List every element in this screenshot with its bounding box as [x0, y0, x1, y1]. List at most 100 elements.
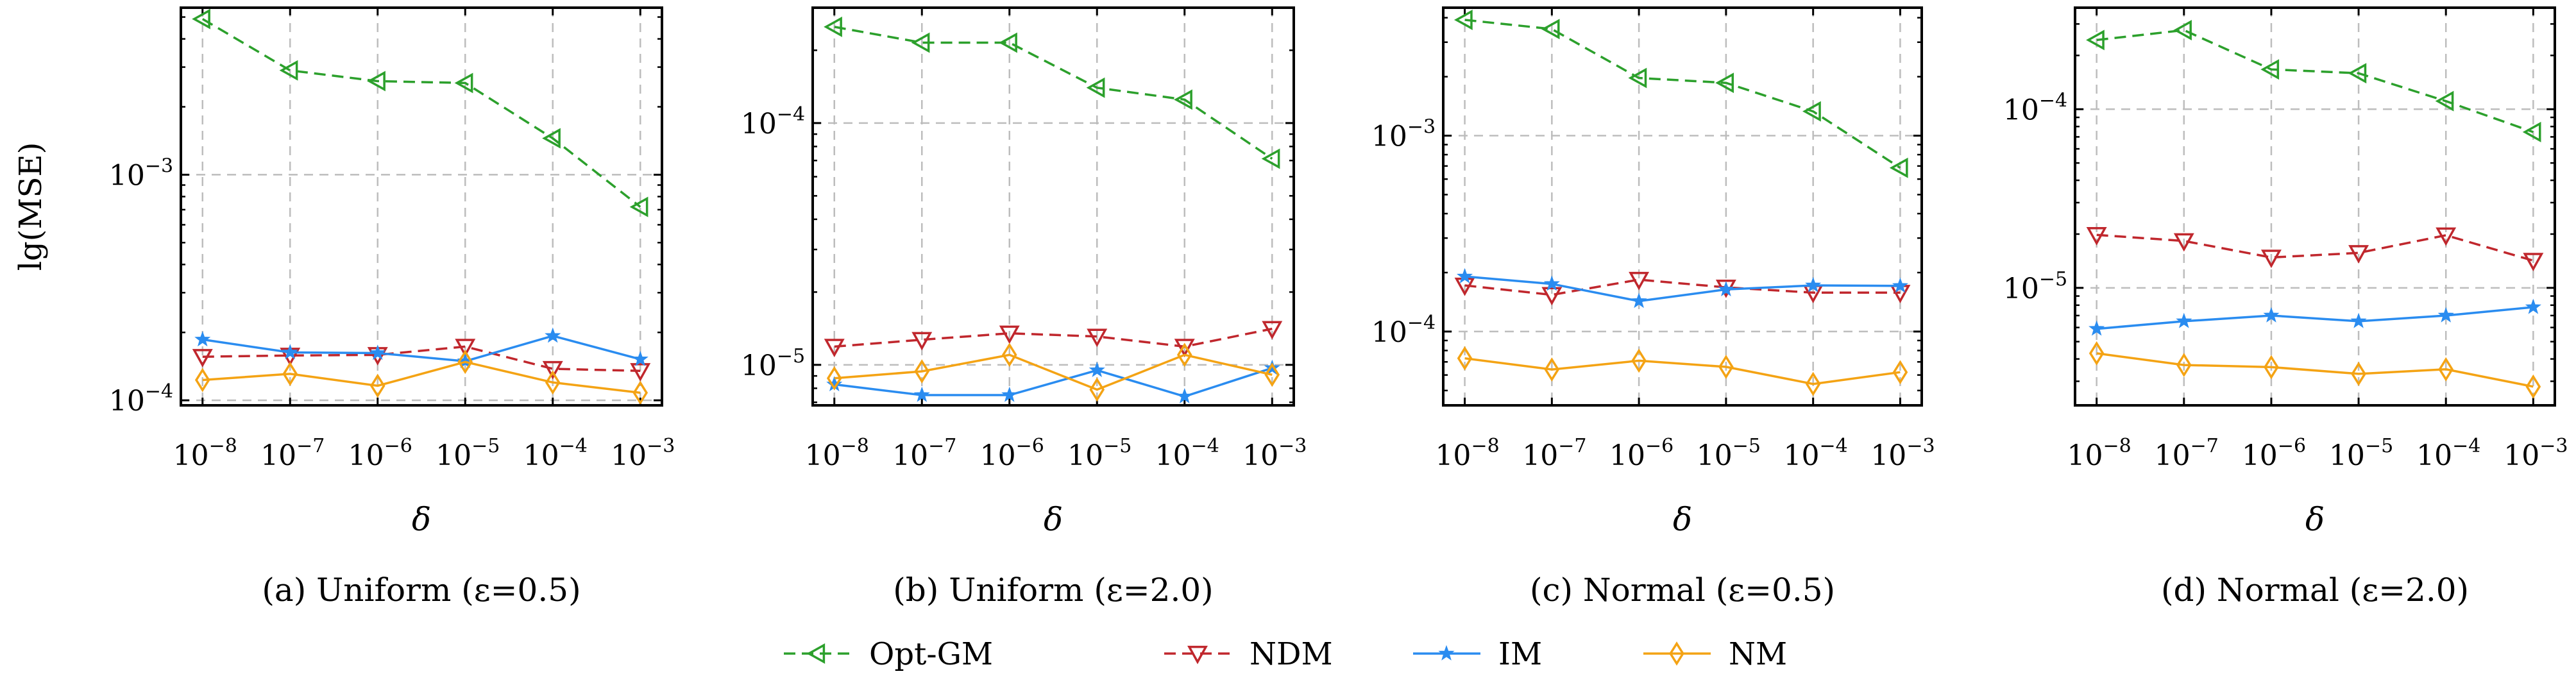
data-point-nm	[2351, 362, 2366, 386]
x-tick-label: 10−3	[611, 435, 675, 472]
data-point-nm	[914, 359, 930, 384]
series-line-im	[1464, 275, 1901, 303]
series-line-ndm	[202, 345, 641, 373]
data-point-im	[2089, 320, 2105, 336]
x-tick-label: 10−3	[2504, 435, 2568, 472]
data-point-nm	[369, 373, 386, 398]
data-point-im	[1892, 277, 1908, 293]
x-tick-label: 10−5	[2329, 435, 2393, 472]
series-line-nm	[834, 353, 1273, 391]
x-tick-label: 10−8	[1435, 435, 1499, 472]
series-line-nm	[1464, 357, 1901, 385]
data-point-ndm	[1174, 339, 1195, 357]
legend-marker-opt	[806, 643, 826, 664]
x-axis-label: δ	[1044, 501, 1063, 538]
panel-caption: (a) Uniform (ε=0.5)	[262, 571, 580, 609]
legend-marker-nm	[1669, 641, 1684, 666]
series-line-opt	[834, 26, 1273, 160]
data-point-ndm	[2436, 227, 2457, 246]
data-point-nm	[282, 362, 298, 386]
data-point-opt	[2260, 59, 2280, 80]
data-point-opt	[2086, 30, 2105, 51]
data-point-im	[282, 344, 298, 360]
legend: Opt-GM NDM IM NM	[784, 636, 1787, 672]
data-point-im	[1805, 276, 1822, 292]
series-line-opt	[2096, 29, 2534, 133]
panel-1: 10−4 10−3 10−8 10−7 10−6 10−5 10−4 10−3 δ (a) Uni…	[13, 6, 675, 609]
y-tick-label: 10−4	[1371, 312, 1436, 349]
data-point-ndm	[911, 332, 933, 351]
data-point-im	[1089, 362, 1105, 378]
data-point-im	[1001, 386, 1018, 402]
data-point-opt	[542, 128, 561, 149]
y-tick-label: 10−3	[1371, 116, 1436, 153]
series-line-im	[202, 334, 641, 362]
data-point-im	[913, 386, 930, 402]
panel-3: 10−4 10−3 10−8 10−7 10−6 10−5 10−4 10−3 δ (c) Nor…	[1371, 6, 1935, 609]
data-point-ndm	[2086, 227, 2107, 246]
series-line-opt	[1464, 19, 1901, 169]
data-point-opt	[824, 16, 842, 37]
data-point-opt	[1541, 19, 1560, 40]
data-point-im	[1718, 281, 1734, 296]
data-point-nm	[457, 350, 473, 375]
plot-frame	[2074, 6, 2556, 407]
data-point-im	[1543, 275, 1560, 291]
data-point-nm	[2089, 341, 2105, 366]
data-point-nm	[1264, 362, 1280, 387]
data-point-im	[2525, 298, 2541, 314]
data-point-nm	[2438, 357, 2454, 382]
x-tick-label: 10−6	[1609, 435, 1674, 472]
panel-caption: (c) Normal (ε=0.5)	[1530, 571, 1835, 609]
data-point-im	[1264, 359, 1280, 375]
data-point-nm	[1544, 357, 1560, 382]
data-point-opt	[1628, 67, 1647, 89]
x-tick-label: 10−6	[2242, 435, 2306, 472]
series-line-ndm	[1464, 278, 1901, 296]
panel-2: 10−5 10−4 10−8 10−7 10−6 10−5 10−4 10−3 δ (b) Uni…	[741, 6, 1307, 609]
series-line-ndm	[2096, 233, 2534, 262]
data-point-im	[369, 344, 386, 360]
data-point-nm	[1457, 346, 1473, 371]
x-tick-label: 10−7	[260, 435, 325, 472]
data-point-im	[1456, 267, 1473, 283]
x-axis-label: δ	[412, 501, 431, 538]
x-axis-label: δ	[1673, 501, 1692, 538]
data-point-ndm	[1541, 287, 1563, 306]
data-point-nm	[1176, 342, 1192, 368]
x-tick-label: 10−3	[1870, 435, 1935, 472]
data-point-nm	[1805, 371, 1821, 396]
series-line-im	[834, 367, 1273, 398]
data-point-im	[1176, 388, 1193, 403]
data-point-nm	[2176, 353, 2192, 378]
data-point-nm	[1718, 355, 1734, 379]
data-point-opt	[1715, 72, 1734, 94]
data-point-ndm	[455, 339, 476, 358]
data-point-im	[1631, 292, 1647, 308]
data-point-nm	[826, 366, 842, 391]
data-point-ndm	[630, 363, 651, 382]
y-axis-label: lg(MSE)	[13, 142, 49, 271]
legend-marker-ndm	[1187, 645, 1208, 664]
data-point-opt	[367, 71, 386, 92]
data-point-nm	[2525, 374, 2541, 399]
plot-frame	[180, 6, 663, 407]
data-point-opt	[1261, 148, 1280, 169]
data-point-ndm	[192, 349, 213, 368]
data-point-nm	[1892, 360, 1908, 385]
data-point-opt	[279, 60, 298, 81]
x-tick-label: 10−4	[1784, 435, 1848, 472]
data-point-im	[2437, 307, 2454, 323]
panels: 10−4 10−3 10−8 10−7 10−6 10−5 10−4 10−3 δ (a) Uni…	[13, 6, 2568, 609]
x-tick-label: 10−3	[1242, 435, 1307, 472]
data-point-im	[2350, 312, 2367, 328]
y-tick-label: 10−3	[109, 155, 173, 192]
data-point-nm	[1001, 342, 1017, 368]
legend-label-ndm: NDM	[1250, 636, 1333, 672]
data-point-ndm	[1087, 328, 1108, 348]
data-point-nm	[1089, 377, 1105, 402]
y-tick-label: 10−4	[2003, 89, 2067, 126]
y-tick-label: 10−5	[741, 345, 805, 382]
data-point-opt	[1086, 77, 1105, 98]
data-point-opt	[911, 32, 930, 53]
